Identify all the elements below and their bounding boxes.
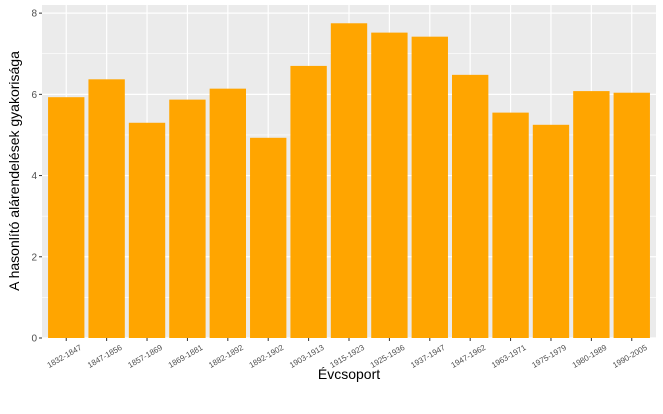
bar: [573, 91, 610, 338]
x-tick-label: 1857-1869: [126, 343, 164, 370]
x-tick-label: 1990-2005: [611, 343, 649, 370]
x-tick-label: 1947-1962: [450, 343, 488, 370]
x-tick-label: 1892-1902: [248, 343, 286, 370]
bar: [371, 32, 408, 339]
bar: [88, 79, 125, 338]
y-tick-label: 4: [31, 171, 37, 182]
bar: [209, 88, 246, 338]
y-tick-label: 0: [31, 334, 37, 345]
x-tick-label: 1832-1847: [46, 343, 84, 370]
bar: [411, 36, 448, 339]
y-axis-title: A hasonlító alárendelések gyakorisága: [6, 51, 22, 291]
x-tick-label: 1847-1856: [86, 343, 124, 370]
x-tick-label: 1937-1947: [409, 343, 447, 370]
x-tick-label: 1869-1881: [167, 343, 205, 370]
bar: [452, 74, 489, 338]
y-tick-label: 2: [31, 252, 37, 263]
x-tick-label: 1980-1989: [571, 343, 609, 370]
y-tick-label: 6: [31, 90, 37, 101]
bar: [169, 99, 206, 339]
x-tick-label: 1882-1892: [207, 343, 245, 370]
y-axis-ticks: 0 2 4 6 8: [31, 9, 42, 345]
x-tick-label: 1975-1979: [530, 343, 568, 370]
bar: [48, 97, 85, 338]
bar: [330, 23, 368, 339]
bar: [290, 65, 327, 338]
x-axis-title: Évcsoport: [318, 366, 380, 382]
bar: [532, 124, 570, 338]
bar: [128, 122, 166, 338]
bar: [492, 112, 529, 339]
x-tick-label: 1963-1971: [490, 343, 528, 370]
bar: [613, 92, 650, 338]
y-tick-label: 8: [31, 9, 37, 20]
bar: [250, 137, 287, 338]
bars: [48, 23, 650, 339]
